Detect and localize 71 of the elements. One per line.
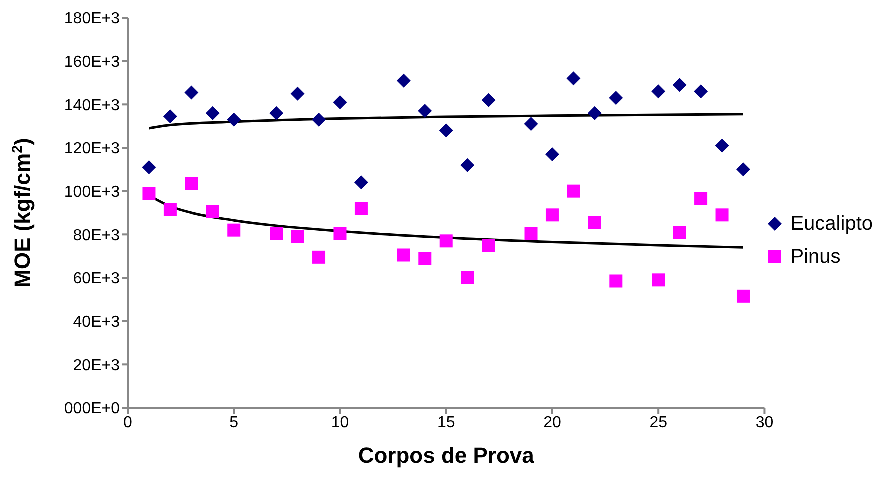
point xyxy=(567,184,580,198)
point xyxy=(312,250,326,264)
y-tick-label: 80E+3 xyxy=(73,227,120,244)
point xyxy=(673,226,686,239)
point xyxy=(694,84,708,99)
point xyxy=(142,160,156,174)
point xyxy=(652,84,666,99)
y-tick-label: 180E+3 xyxy=(64,10,120,28)
y-tick-label: 140E+3 xyxy=(64,97,120,114)
point xyxy=(609,91,624,106)
point xyxy=(228,224,241,237)
y-tick-label: 120E+3 xyxy=(64,140,120,158)
point xyxy=(566,72,581,86)
point xyxy=(439,124,454,138)
point xyxy=(694,192,708,206)
x-tick-label: 25 xyxy=(650,414,668,432)
point xyxy=(524,117,538,132)
point xyxy=(163,110,178,124)
point xyxy=(291,230,304,244)
x-axis-title: Corpos de Prova xyxy=(358,443,536,468)
x-tick-label: 20 xyxy=(544,414,562,432)
point xyxy=(354,202,368,216)
point xyxy=(354,176,368,190)
point xyxy=(440,234,453,248)
point xyxy=(290,86,305,101)
point xyxy=(396,74,411,88)
x-tick-label: 15 xyxy=(437,414,456,432)
line-series xyxy=(148,113,745,130)
point xyxy=(715,138,730,153)
y-tick-label: 40E+3 xyxy=(73,314,120,332)
x-tick-label: 5 xyxy=(230,414,239,432)
y-tick-label: 60E+3 xyxy=(73,270,120,288)
point xyxy=(312,112,326,127)
point xyxy=(588,216,602,230)
point xyxy=(672,78,687,92)
point xyxy=(333,96,348,110)
point xyxy=(588,106,602,120)
point xyxy=(652,274,666,287)
y-tick-label: 100E+3 xyxy=(64,184,120,202)
point xyxy=(546,208,559,222)
point xyxy=(185,177,198,190)
y-tick-label: 000E+0 xyxy=(64,400,120,418)
x-tick-label: 0 xyxy=(124,414,133,432)
x-tick-label: 10 xyxy=(331,414,350,432)
point xyxy=(397,248,410,262)
point xyxy=(206,106,220,120)
point xyxy=(545,148,560,162)
point xyxy=(227,112,242,127)
point xyxy=(164,203,177,216)
y-tick-label: 160E+3 xyxy=(64,54,120,72)
y-tick-label: 20E+3 xyxy=(73,357,120,374)
point xyxy=(184,86,199,100)
point xyxy=(206,205,220,218)
point xyxy=(482,239,496,252)
point xyxy=(716,208,729,222)
point xyxy=(334,227,347,240)
point xyxy=(736,290,750,303)
point xyxy=(482,93,496,108)
point xyxy=(418,104,432,118)
point xyxy=(270,227,284,240)
legend-label: Pinus xyxy=(790,246,841,268)
point xyxy=(142,187,156,200)
point xyxy=(736,162,750,177)
point xyxy=(461,272,474,284)
point xyxy=(460,158,475,172)
point xyxy=(610,274,623,288)
point xyxy=(418,252,432,265)
point xyxy=(270,106,284,120)
x-tick-label: 30 xyxy=(756,414,774,432)
point xyxy=(524,227,538,240)
legend-label: Eucalipto xyxy=(790,212,873,236)
